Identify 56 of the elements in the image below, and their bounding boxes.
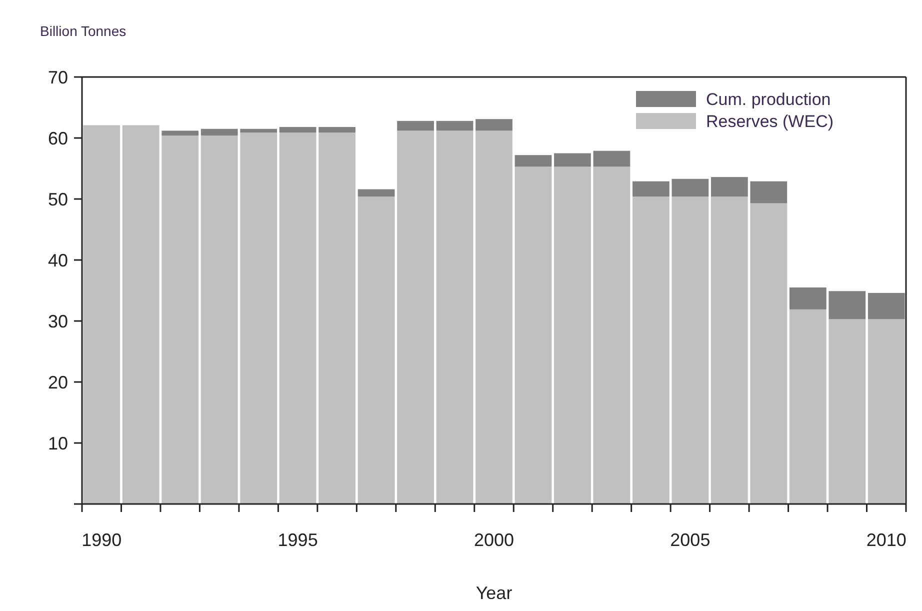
bar (476, 130, 512, 504)
bar (710, 177, 748, 197)
bar (632, 181, 670, 197)
y-tick-label: 10 (48, 433, 68, 454)
bar (868, 319, 905, 504)
bar (122, 125, 160, 504)
bar (828, 319, 866, 504)
bar (554, 153, 591, 167)
bar (279, 127, 316, 133)
bar (279, 132, 316, 504)
y-tick-label: 30 (48, 311, 68, 332)
bar (828, 291, 866, 320)
bar (593, 150, 630, 167)
bar (750, 181, 788, 204)
bar (868, 292, 905, 320)
bar (397, 120, 434, 131)
bar (593, 166, 630, 504)
bar (200, 136, 238, 504)
bar (358, 189, 395, 197)
x-tick-label: 2005 (670, 530, 710, 550)
bar (318, 132, 356, 504)
x-tick-label: 2010 (866, 530, 906, 550)
legend-label: Cum. production (706, 90, 831, 109)
bar (476, 119, 512, 131)
bar (514, 166, 552, 504)
y-tick-label: 60 (48, 128, 68, 148)
bar (789, 309, 826, 504)
bar (200, 128, 238, 136)
bar (710, 196, 748, 504)
bar (789, 287, 826, 310)
bar (750, 203, 788, 504)
bar (358, 196, 395, 504)
x-tick-label: 1995 (278, 530, 318, 550)
y-axis-title: Billion Tonnes (40, 23, 126, 39)
bar (514, 155, 552, 167)
bar (318, 127, 356, 133)
bar (672, 178, 709, 197)
bar (240, 132, 278, 504)
x-tick-label: 2000 (474, 530, 514, 550)
bar (162, 130, 199, 136)
x-axis-title: Year (476, 583, 512, 603)
bar (436, 120, 474, 131)
bar (240, 128, 278, 133)
bar (397, 130, 434, 504)
y-tick-label: 40 (48, 250, 68, 270)
bar (672, 196, 709, 504)
bar (632, 196, 670, 504)
x-tick-label: 1990 (82, 530, 122, 550)
bar (83, 125, 120, 504)
y-tick-label: 50 (48, 189, 68, 210)
bar (554, 166, 591, 504)
y-tick-label: 70 (48, 67, 68, 88)
bar (436, 130, 474, 504)
y-tick-label: 20 (48, 372, 68, 392)
bar (162, 136, 199, 504)
legend-label: Reserves (WEC) (706, 112, 834, 131)
